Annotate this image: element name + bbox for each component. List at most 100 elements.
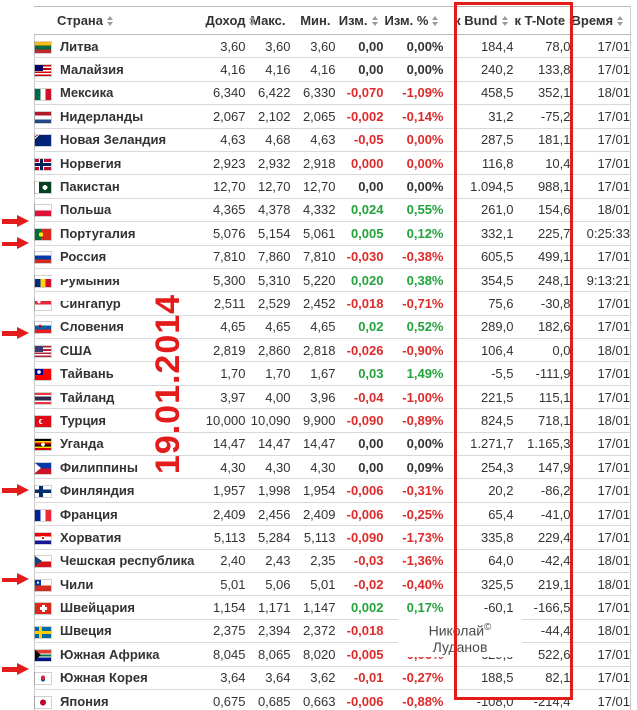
table-row[interactable]: Пакистан 12,70 12,70 12,70 0,00 0,00% 1.094,5 9… [34, 174, 631, 199]
table-row[interactable]: Финляндия 1,957 1,998 1,954 -0,006 -0,31% 20,2… [34, 478, 631, 503]
country-cell[interactable]: Финляндия [34, 478, 205, 503]
table-row[interactable]: Румыния 5,300 5,310 5,220 0,020 0,38% 354,5 248… [34, 268, 631, 293]
country-name: Япония [60, 693, 109, 709]
vs-tnote-cell: 182,6 [513, 315, 571, 340]
table-row[interactable]: США 2,819 2,860 2,818 -0,026 -0,90% 106,4 0,0 18… [34, 338, 631, 363]
vs-bund-cell: 458,5 [443, 81, 514, 106]
vs-tnote-cell: -41,0 [513, 502, 571, 527]
time-cell: 17/01 [570, 478, 631, 503]
country-cell[interactable]: Хорватия [34, 525, 205, 550]
column-header-chg[interactable]: Изм. [335, 6, 384, 35]
country-cell[interactable]: Уганда [34, 432, 205, 457]
country-cell[interactable]: Южная Корея [34, 666, 205, 690]
table-row[interactable]: Франция 2,409 2,456 2,409 -0,006 -0,25% 65,4 -4… [34, 502, 631, 527]
column-header-chg-pct[interactable]: Изм. % [383, 6, 444, 35]
arrow-head [17, 326, 29, 339]
table-row[interactable]: Россия 7,810 7,860 7,810 -0,030 -0,38% 605,5 49… [34, 245, 631, 269]
flag-south-africa-icon [35, 649, 51, 661]
table-row[interactable]: Чешская республика 2,40 2,43 2,35 -0,03 -1,36… [34, 549, 631, 573]
country-cell[interactable]: Нидерланды [34, 104, 205, 129]
country-name: Финляндия [60, 483, 135, 499]
table-row[interactable]: Турция 10,000 10,090 9,900 -0,090 -0,89% 824,5… [34, 408, 631, 433]
change-pct-cell: -0,40% [383, 572, 444, 597]
column-header-min[interactable]: Мин. [290, 6, 336, 35]
country-cell[interactable]: Тайвань [34, 361, 205, 386]
table-row[interactable]: Южная Корея 3,64 3,64 3,62 -0,01 -0,27% 188,5 8… [34, 666, 631, 690]
table-row[interactable]: Филиппины 4,30 4,30 4,30 0,00 0,09% 254,3 147,9… [34, 455, 631, 480]
column-header-country[interactable]: Страна [34, 6, 205, 35]
time-cell: 18/01 [570, 572, 631, 597]
table-row[interactable]: Южная Африка8,0458,0658,020-0,005-0,06%6… [34, 642, 631, 667]
table-row[interactable]: Сингапур 2,511 2,529 2,452 -0,018 -0,71% 75,6-… [34, 291, 631, 316]
table-row[interactable]: Португалия 5,076 5,154 5,061 0,005 0,12% 332,1… [34, 221, 631, 246]
table-row[interactable]: Швейцария 1,154 1,171 1,147 0,002 0,17% -60,1-… [34, 595, 631, 620]
country-cell[interactable]: Чешская республика [34, 549, 205, 573]
country-cell[interactable]: США [34, 338, 205, 363]
country-cell[interactable]: Мексика [34, 81, 205, 106]
change-cell: 0,02 [335, 315, 384, 340]
table-row[interactable]: Норвегия 2,923 2,932 2,918 0,000 0,00% 116,8 10… [34, 151, 631, 176]
country-cell[interactable]: Литва [34, 34, 205, 59]
flag-poland-icon [35, 205, 51, 217]
column-header-vs-tnote[interactable]: к T-Note [513, 6, 576, 35]
country-cell[interactable]: Чили [34, 572, 205, 597]
country-cell[interactable]: Швеция [34, 619, 205, 644]
country-cell[interactable]: Сингапур [34, 291, 205, 316]
table-row[interactable]: Тайланд 3,97 4,00 3,96 -0,04 -1,00% 221,5 115,1… [34, 385, 631, 410]
column-header-time[interactable]: Время [570, 6, 631, 35]
vs-tnote-cell: -86,2 [513, 478, 571, 503]
table-row[interactable]: Малайзия 4,16 4,16 4,16 0,00 0,00% 240,2 133,8 1… [34, 57, 631, 82]
country-cell[interactable]: Пакистан [34, 174, 205, 199]
table-row[interactable]: Польша 4,365 4,378 4,332 0,024 0,55% 261,0 154,… [34, 198, 631, 223]
time-cell: 17/01 [570, 315, 631, 340]
country-cell[interactable]: Швейцария [34, 595, 205, 620]
country-name: Уганда [60, 436, 104, 452]
country-cell[interactable]: Малайзия [34, 57, 205, 82]
country-cell[interactable]: Новая Зеландия [34, 128, 205, 152]
country-cell[interactable]: Россия [34, 245, 205, 269]
table-row[interactable]: Тайвань 1,70 1,70 1,67 0,03 1,49% -5,5 -111,9 17… [34, 361, 631, 386]
max-cell: 0,685 [245, 689, 291, 710]
min-cell: 0,663 [290, 689, 336, 710]
table-row[interactable]: Швеция2,3752,3942,372-0,018-0,79%62,0-44… [34, 619, 631, 644]
country-cell[interactable]: Франция [34, 502, 205, 527]
table-row[interactable]: Хорватия 5,113 5,284 5,113 -0,090 -1,73% 335,8… [34, 525, 631, 550]
country-cell[interactable]: Филиппины [34, 455, 205, 480]
country-cell[interactable]: Португалия [34, 221, 205, 246]
yield-cell: 3,97 [204, 385, 246, 410]
yield-cell: 4,30 [204, 455, 246, 480]
copyright-icon: © [484, 622, 492, 633]
table-row[interactable]: Чили 5,01 5,06 5,01 -0,02 -0,40% 325,5 219,1 18/… [34, 572, 631, 597]
change-cell: 0,00 [335, 432, 384, 457]
table-row[interactable]: Уганда 14,47 14,47 14,47 0,00 0,00% 1.271,7 1.1… [34, 432, 631, 457]
country-cell[interactable]: Тайланд [34, 385, 205, 410]
country-cell[interactable]: Польша [34, 198, 205, 223]
country-cell[interactable]: Норвегия [34, 151, 205, 176]
table-row[interactable]: Словения 4,65 4,65 4,65 0,02 0,52% 289,0 182,6 1… [34, 315, 631, 340]
table-row[interactable]: Литва 3,60 3,60 3,60 0,00 0,00% 184,4 78,0 17/01 [34, 34, 631, 59]
table-row[interactable]: Мексика 6,340 6,422 6,330 -0,070 -1,09% 458,5 3… [34, 81, 631, 106]
change-pct-cell: -0,89% [383, 408, 444, 433]
column-header-yield[interactable]: Доход [204, 6, 256, 35]
min-cell: 2,372 [290, 619, 336, 644]
table-row[interactable]: Новая Зеландия 4,63 4,68 4,63 -0,05 0,00% 287,… [34, 128, 631, 152]
vs-bund-cell: 184,4 [443, 34, 514, 59]
country-cell[interactable]: Турция [34, 408, 205, 433]
country-cell[interactable]: Словения [34, 315, 205, 340]
vs-bund-cell: 325,5 [443, 572, 514, 597]
change-cell: -0,02 [335, 572, 384, 597]
column-header-max[interactable]: Макс. [245, 6, 291, 35]
vs-tnote-cell: -30,8 [513, 291, 571, 316]
time-cell: 17/01 [570, 128, 631, 152]
column-header-label: Изм. % [384, 13, 429, 28]
country-cell[interactable]: Япония [34, 689, 205, 710]
change-pct-cell: 0,12% [383, 221, 444, 246]
vs-tnote-cell: -44,4 [513, 619, 571, 644]
vs-tnote-cell: 133,8 [513, 57, 571, 82]
table-row[interactable]: Нидерланды 2,067 2,102 2,065 -0,002 -0,14% 31,… [34, 104, 631, 129]
table-row[interactable]: Япония 0,675 0,685 0,663 -0,006 -0,88% -108,0-… [34, 689, 631, 710]
yield-cell: 7,810 [204, 245, 246, 269]
country-cell[interactable]: Южная Африка [34, 642, 205, 667]
column-header-vs-bund[interactable]: к Bund [443, 6, 514, 35]
min-cell: 1,147 [290, 595, 336, 620]
